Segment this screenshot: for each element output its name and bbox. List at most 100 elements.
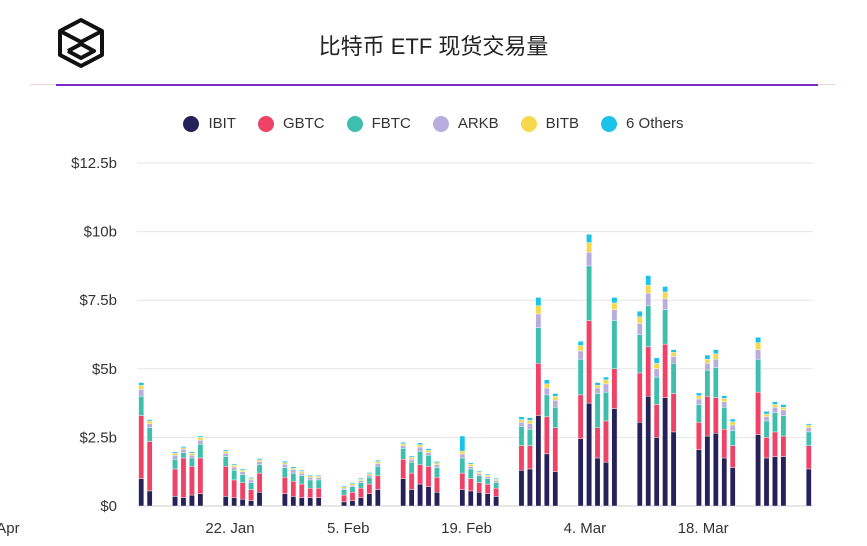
bar[interactable] [366,472,373,507]
bar-segment-ibit [772,456,778,507]
bar-segment-arkb [138,389,145,397]
bar-segment-fbtc [544,394,550,418]
bar[interactable] [425,448,432,507]
bar-segment-gbtc [603,420,609,463]
bar[interactable] [484,473,491,507]
bar[interactable] [197,435,204,507]
bar[interactable] [231,463,237,507]
legend-item-ibit[interactable]: IBIT [183,115,236,132]
bar[interactable] [248,477,254,507]
legend-item-fbtc[interactable]: FBTC [346,115,411,132]
bar[interactable] [704,354,711,507]
bar-segment-gbtc [493,487,499,497]
bar[interactable] [467,462,474,507]
bar-segment-bitb [408,457,415,460]
bar[interactable] [577,341,584,507]
bar[interactable] [763,411,770,507]
legend-item-gbtc[interactable]: GBTC [257,115,325,132]
bar[interactable] [611,297,618,507]
bar[interactable] [189,451,195,507]
bar-segment-fbtc [527,428,533,446]
bar[interactable] [349,482,356,507]
bar[interactable] [138,382,145,507]
bar[interactable] [493,478,499,507]
bar-segment-6-others [138,382,145,386]
legend-item-arkb[interactable]: ARKB [432,115,499,132]
bar-segment-ibit [518,470,525,507]
bar[interactable] [222,449,229,507]
bar-segment-6-others [307,474,314,477]
bar[interactable] [341,485,347,507]
bar[interactable] [282,461,288,507]
bar-segment-fbtc [315,479,322,489]
bar-segment-ibit [535,415,542,507]
bar[interactable] [544,379,550,507]
bar-segment-bitb [239,469,246,472]
bar-segment-bitb [476,472,483,474]
bar[interactable] [417,442,423,507]
bar[interactable] [552,393,559,507]
bar-segment-6-others [552,393,559,397]
bar[interactable] [315,475,322,507]
bar-segment-fbtc [476,475,483,483]
legend-swatch [520,115,537,132]
bar-segment-arkb [239,471,246,475]
bar[interactable] [239,468,246,507]
bar[interactable] [298,470,305,507]
bar-segment-fbtc [298,475,305,485]
bar[interactable] [527,417,533,507]
bar-segment-6-others [172,451,178,454]
bar[interactable] [290,466,297,507]
bar-segment-bitb [527,420,533,424]
bar-segment-6-others [375,459,381,462]
bar-segment-fbtc [670,363,677,394]
bar[interactable] [594,382,601,507]
bar[interactable] [518,416,525,507]
bar[interactable] [400,442,406,507]
bar-segment-gbtc [425,466,432,487]
bar[interactable] [358,478,364,507]
bar[interactable] [653,357,660,507]
bar-segment-arkb [222,453,229,457]
bar[interactable] [755,337,761,507]
bar[interactable] [375,459,381,507]
legend-item-6-others[interactable]: 6 Others [601,115,684,132]
legend-label: FBTC [371,115,411,132]
bar-segment-bitb [484,475,491,477]
bar-segment-arkb [763,416,770,422]
bar-segment-arkb [670,356,677,364]
bar[interactable] [662,286,668,507]
bar[interactable] [603,376,609,507]
bar[interactable] [780,404,787,507]
bar[interactable] [772,401,778,507]
bar[interactable] [180,446,187,507]
bar[interactable] [307,474,314,507]
bar[interactable] [696,392,702,507]
bar[interactable] [713,349,719,507]
bar[interactable] [408,455,415,507]
bar[interactable] [172,451,178,507]
bar[interactable] [256,458,263,507]
bar-segment-fbtc [375,466,381,477]
y-tick-label: $0 [100,498,117,515]
bar[interactable] [535,297,542,507]
bar-segment-gbtc [721,428,728,459]
bar-segment-6-others [476,470,483,473]
bar[interactable] [670,349,677,507]
bar[interactable] [476,470,483,507]
bar[interactable] [459,435,466,507]
bar[interactable] [146,419,153,507]
bar[interactable] [805,423,812,507]
legend-item-bitb[interactable]: BITB [520,115,579,132]
bar[interactable] [586,234,592,507]
bar-segment-ibit [755,434,761,507]
bar[interactable] [636,310,643,507]
bar[interactable] [645,275,652,507]
bar[interactable] [729,418,736,507]
bar-segment-gbtc [713,397,719,434]
bar[interactable] [434,461,440,507]
bar-segment-bitb [704,358,711,364]
bar[interactable] [721,395,728,507]
bar-segment-bitb [189,452,195,456]
bar-segment-fbtc [755,358,761,393]
